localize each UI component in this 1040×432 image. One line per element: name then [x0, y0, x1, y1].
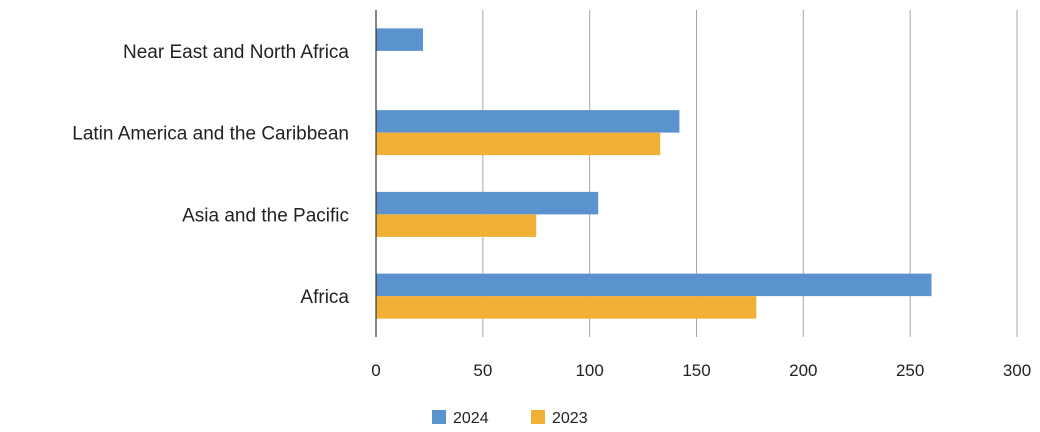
bar-2023-2: [376, 214, 537, 237]
x-tick-label-200: 200: [789, 361, 817, 380]
x-tick-label-0: 0: [371, 361, 380, 380]
x-tick-label-100: 100: [575, 361, 603, 380]
bar-2024-3: [376, 273, 932, 297]
category-label-1: Latin America and the Caribbean: [72, 124, 349, 145]
legend-swatch-2023: [531, 410, 545, 424]
x-tick-label-50: 50: [473, 361, 492, 380]
bars: [376, 28, 932, 319]
bar-2024-2: [376, 191, 599, 215]
category-label-2: Asia and the Pacific: [182, 205, 349, 226]
bar-2024-0: [376, 28, 424, 51]
bar-2024-1: [376, 110, 680, 133]
bar-2023-3: [376, 296, 757, 319]
x-tick-label-300: 300: [1003, 361, 1031, 380]
category-label-0: Near East and North Africa: [123, 42, 349, 63]
x-tick-label-250: 250: [896, 361, 924, 380]
x-tick-labels: 0 50 100 150 200 250 300: [371, 361, 1031, 380]
legend-label-2023: 2023: [552, 410, 588, 427]
category-label-3: Africa: [300, 287, 349, 308]
x-tick-label-150: 150: [682, 361, 710, 380]
bar-2023-1: [376, 132, 661, 156]
legend: 2024 2023: [432, 410, 588, 427]
legend-swatch-2024: [432, 410, 446, 424]
legend-label-2024: 2024: [453, 410, 489, 427]
category-labels: Near East and North Africa Latin America …: [72, 42, 349, 308]
